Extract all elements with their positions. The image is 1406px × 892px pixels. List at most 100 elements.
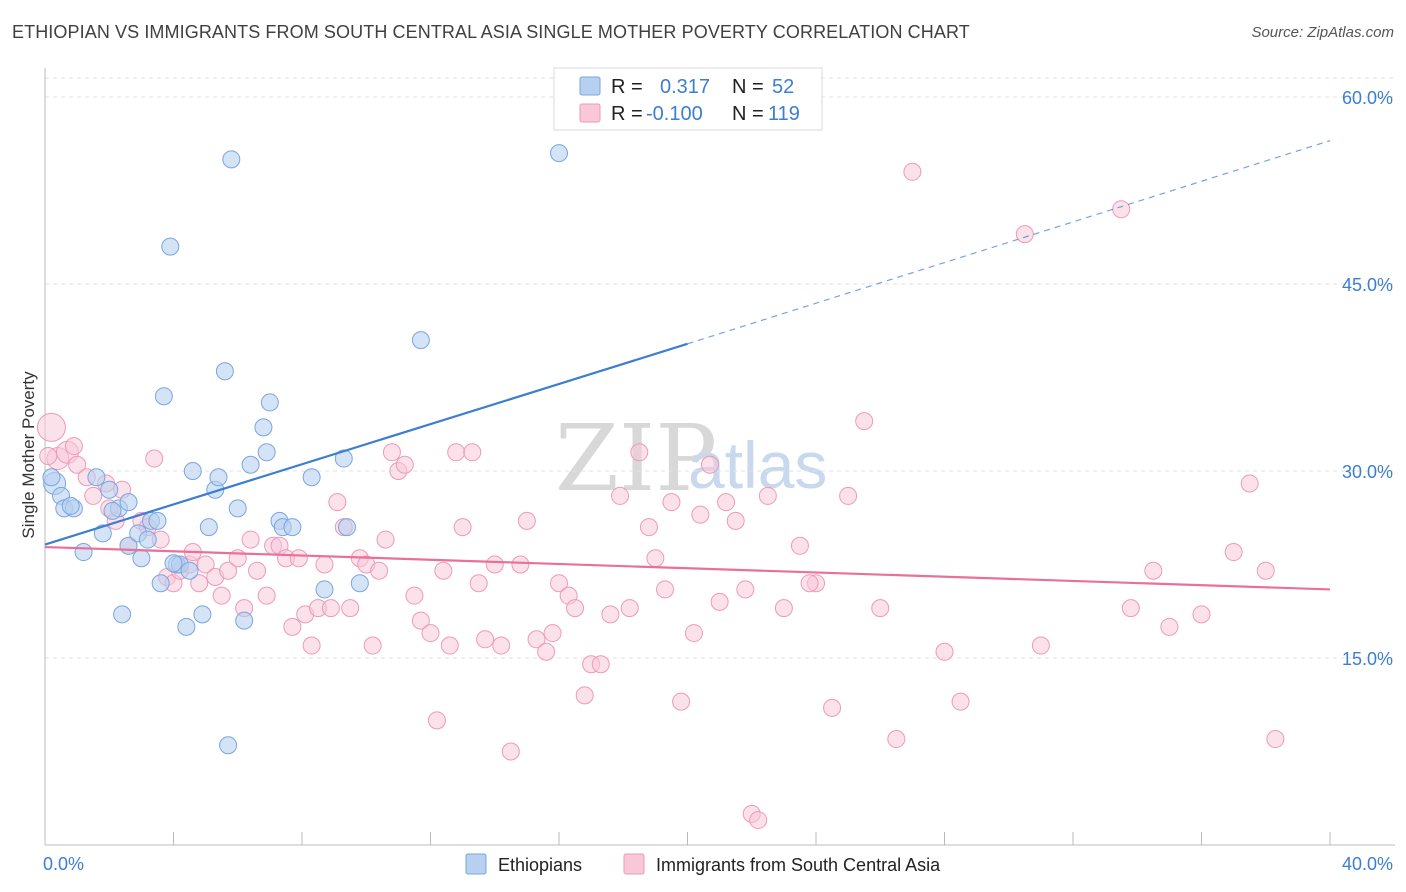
ethiopians-point — [87, 468, 106, 487]
immigrants-point — [341, 599, 360, 618]
immigrants-point — [501, 742, 520, 761]
y-axis-label: Single Mother Poverty — [19, 371, 38, 539]
immigrants-point — [517, 511, 536, 530]
immigrants-point — [1256, 561, 1275, 580]
immigrants-point — [871, 599, 890, 618]
immigrants-point — [321, 599, 340, 618]
ethiopians-point — [350, 574, 369, 593]
immigrants-point — [935, 642, 954, 661]
bottom-legend-label-ethiopians: Ethiopians — [498, 855, 582, 875]
legend-r-label-1: R = — [611, 76, 643, 98]
ethiopians-point — [199, 518, 218, 537]
immigrants-point — [823, 698, 842, 717]
legend-n-value-2: 119 — [768, 103, 800, 125]
immigrants-point — [601, 605, 620, 624]
x-tick-labels: 0.0% 40.0% — [43, 854, 1393, 874]
ethiopians-point — [103, 501, 122, 520]
immigrants-point — [1112, 200, 1131, 219]
immigrants-point — [370, 561, 389, 580]
ethiopians-point — [315, 580, 334, 599]
ethiopians-point — [283, 518, 302, 537]
ethiopians-point — [177, 617, 196, 636]
immigrants-point — [575, 686, 594, 705]
immigrants-point — [315, 555, 334, 574]
immigrants-point — [212, 586, 231, 605]
immigrants-point — [1266, 730, 1285, 749]
immigrants-point — [302, 636, 321, 655]
immigrants-point — [447, 443, 466, 462]
ethiopians-point — [42, 468, 61, 487]
immigrants-point — [672, 692, 691, 711]
immigrants-point — [395, 455, 414, 474]
immigrants-point — [550, 574, 568, 593]
immigrants-point — [289, 549, 308, 568]
immigrants-point — [1160, 617, 1179, 636]
immigrants-point — [543, 624, 562, 643]
y-tick-label: 60.0% — [1342, 88, 1393, 108]
source-credit: Source: ZipAtlas.com — [1251, 24, 1394, 41]
bottom-legend-swatch-immigrants — [623, 853, 645, 875]
immigrants-point — [662, 493, 681, 512]
ethiopians-point — [183, 462, 202, 480]
immigrants-point — [36, 412, 66, 442]
series-immigrants-points — [36, 162, 1285, 830]
immigrants-point — [591, 655, 610, 674]
ethiopians-trend-line — [44, 342, 688, 546]
immigrants-point — [440, 636, 459, 655]
legend-swatch-blue — [579, 76, 601, 96]
immigrants-point — [537, 642, 556, 661]
immigrants-point — [434, 561, 453, 580]
ethiopians-point — [241, 455, 260, 474]
immigrants-point — [1240, 474, 1259, 493]
ethiopians-point — [113, 605, 132, 624]
legend-r-label-2: R = — [611, 103, 643, 125]
immigrants-point — [84, 486, 103, 505]
immigrants-point — [1192, 605, 1211, 624]
legend-swatch-pink — [579, 103, 601, 123]
immigrants-point — [145, 449, 164, 468]
ethiopians-point — [100, 480, 119, 499]
immigrants-point — [219, 561, 238, 580]
immigrants-point — [1121, 599, 1140, 618]
ethiopians-point — [180, 561, 199, 580]
immigrants-point — [620, 599, 639, 618]
immigrants-point — [382, 443, 401, 462]
ethiopians-point — [302, 468, 321, 487]
ethiopians-point — [337, 518, 356, 537]
immigrants-point — [691, 505, 710, 524]
immigrants-point — [639, 518, 658, 537]
immigrants-point — [453, 518, 472, 537]
ethiopians-point — [132, 549, 151, 568]
immigrants-point — [190, 574, 209, 593]
immigrants-point — [427, 711, 446, 730]
ethiopians-point — [154, 387, 173, 406]
ethiopians-point — [61, 496, 80, 515]
immigrants-point — [411, 611, 430, 630]
immigrants-point — [511, 555, 530, 574]
ethiopians-point — [74, 543, 93, 562]
legend-n-value-1: 52 — [772, 76, 794, 98]
ethiopians-point — [161, 237, 180, 256]
immigrants-point — [463, 443, 482, 462]
ethiopians-point — [254, 418, 273, 437]
immigrants-point — [855, 412, 874, 431]
ethiopians-point — [257, 443, 276, 462]
immigrants-point — [717, 493, 736, 512]
immigrants-point — [257, 586, 276, 605]
immigrants-point — [363, 636, 382, 655]
immigrants-point — [951, 692, 970, 711]
ethiopians-point — [93, 524, 112, 543]
immigrants-point — [790, 536, 809, 555]
trend-lines — [44, 140, 1331, 591]
immigrants-point — [774, 599, 793, 618]
immigrants-point — [1031, 636, 1050, 655]
immigrants-point — [611, 486, 630, 505]
immigrants-point — [700, 455, 719, 474]
immigrants-point — [1015, 225, 1034, 244]
immigrants-trend-line — [44, 545, 1331, 591]
immigrants-point — [39, 447, 58, 466]
immigrants-point — [328, 493, 347, 512]
immigrants-point — [1224, 543, 1243, 562]
